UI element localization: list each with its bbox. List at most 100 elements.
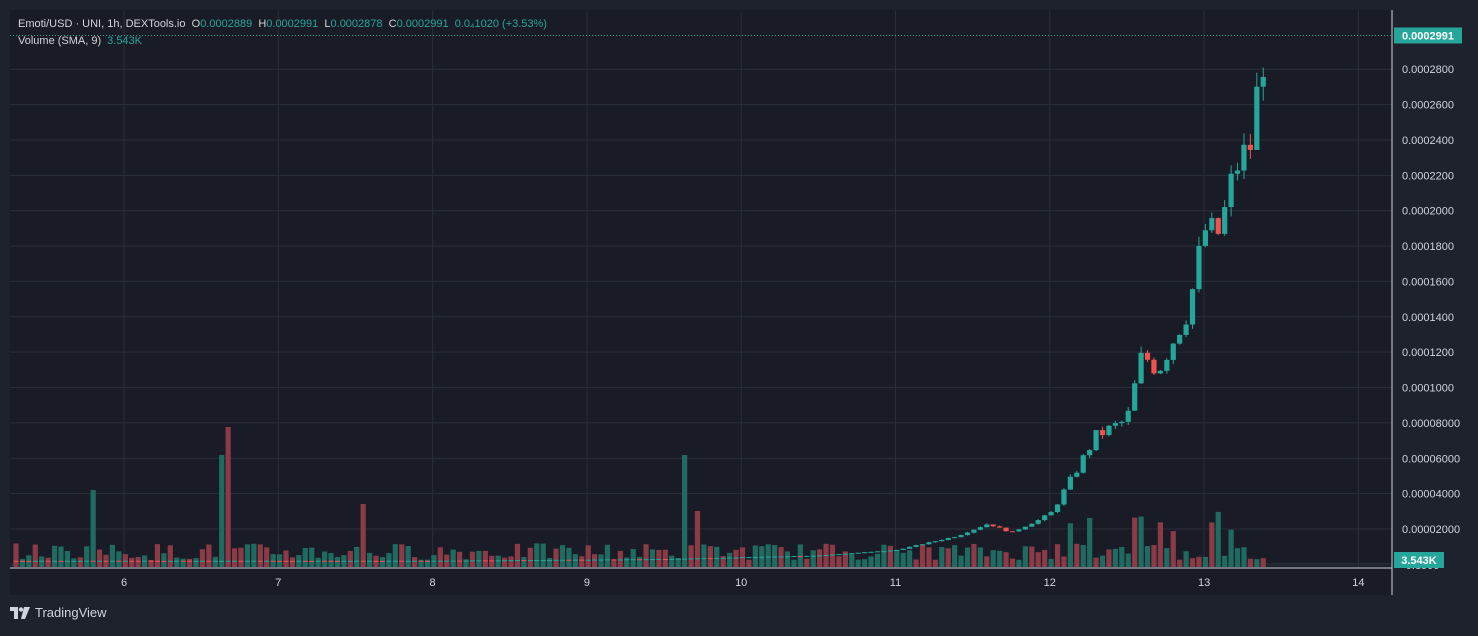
candle-body bbox=[887, 550, 893, 552]
candle-body bbox=[707, 558, 713, 560]
candle-body bbox=[238, 560, 244, 562]
candle-body bbox=[212, 560, 218, 562]
candle-body bbox=[874, 551, 881, 553]
volume-bar bbox=[1080, 544, 1086, 567]
candle-body bbox=[829, 554, 836, 556]
candle-body bbox=[720, 557, 726, 559]
volume-bar bbox=[302, 548, 308, 567]
volume-bar bbox=[1093, 557, 1099, 567]
candle-body bbox=[997, 526, 1003, 528]
candle-body bbox=[842, 553, 848, 555]
candles bbox=[13, 67, 1266, 562]
candle-body bbox=[1202, 230, 1208, 246]
tradingview-brand[interactable]: TradingView bbox=[10, 605, 107, 620]
volume-bar bbox=[894, 550, 900, 567]
volume-bar bbox=[1241, 547, 1247, 567]
volume-bar bbox=[379, 557, 386, 567]
volume-bar bbox=[1029, 546, 1035, 567]
volume-bar bbox=[874, 553, 881, 567]
volume-bar bbox=[547, 558, 553, 567]
price-axis[interactable]: 0.0002800 0.0002600 0.0002400 0.0002200 0.00… bbox=[1402, 64, 1460, 572]
candle-body bbox=[90, 560, 96, 562]
candle-body bbox=[135, 560, 141, 562]
candle-body bbox=[733, 557, 739, 559]
close-label: C bbox=[388, 18, 397, 30]
price-tick-label: 0.00004000 bbox=[1402, 489, 1460, 501]
volume-bar bbox=[707, 546, 713, 567]
candle-body bbox=[1247, 144, 1253, 150]
high-value: 0.0002991 bbox=[266, 18, 319, 30]
candle-body bbox=[379, 560, 386, 562]
candle-body bbox=[64, 560, 71, 562]
volume-bar bbox=[328, 552, 334, 567]
volume-bar bbox=[212, 556, 218, 567]
volume-bar bbox=[418, 559, 424, 567]
candle-body bbox=[373, 560, 379, 562]
volume-bar bbox=[611, 559, 617, 567]
volume-bar bbox=[109, 544, 116, 567]
candle-body bbox=[553, 559, 559, 561]
brand-label: TradingView bbox=[35, 605, 107, 620]
volume-bar bbox=[907, 550, 913, 567]
volume-bar bbox=[347, 550, 353, 567]
time-tick-label: 10 bbox=[735, 577, 747, 589]
candle-body bbox=[270, 560, 276, 562]
candle-body bbox=[405, 560, 411, 562]
volume-bar bbox=[1132, 517, 1138, 567]
volume-bar bbox=[386, 553, 392, 567]
candle-body bbox=[328, 560, 334, 562]
open-value: 0.0002889 bbox=[200, 18, 253, 30]
candle-body bbox=[1228, 173, 1234, 208]
candle-body bbox=[1029, 523, 1035, 527]
volume-bar bbox=[887, 545, 893, 567]
candle-body bbox=[817, 555, 823, 557]
volume-bar bbox=[457, 551, 463, 567]
volume-bar bbox=[469, 551, 476, 567]
time-tick-label: 6 bbox=[121, 577, 127, 589]
volume-bar bbox=[405, 546, 411, 567]
high-label: H bbox=[258, 18, 267, 30]
candle-body bbox=[321, 560, 328, 562]
candle-body bbox=[1222, 207, 1228, 234]
volume-bar bbox=[1119, 547, 1125, 567]
candle-body bbox=[900, 548, 906, 550]
symbol-label[interactable]: Emoti/USD · UNI, 1h, DEXTools.io bbox=[18, 18, 186, 30]
close-value: 0.0002991 bbox=[396, 18, 449, 30]
candle-body bbox=[334, 560, 341, 562]
volume-bar bbox=[701, 544, 707, 567]
volume-label[interactable]: Volume (SMA, 9) bbox=[18, 35, 102, 47]
volume-bar bbox=[1228, 529, 1234, 567]
change-value: 0.0₄1020 (+3.53%) bbox=[454, 18, 547, 30]
price-tick-label: 0.0002000 bbox=[1402, 206, 1454, 218]
volume-bar bbox=[482, 550, 488, 567]
candle-body bbox=[109, 560, 116, 562]
plot-area[interactable] bbox=[10, 10, 1392, 595]
volume-bar bbox=[579, 556, 585, 567]
volume-bar bbox=[276, 554, 283, 567]
candle-body bbox=[804, 555, 810, 557]
volume-bar bbox=[1196, 556, 1202, 567]
candle-body bbox=[489, 560, 495, 562]
volume-bar bbox=[534, 543, 540, 567]
volume-bar bbox=[1099, 555, 1106, 567]
volume-bar bbox=[630, 548, 636, 567]
volume-bar bbox=[784, 551, 791, 567]
volume-bar bbox=[656, 549, 662, 567]
volume-bar bbox=[174, 557, 180, 567]
candle-body bbox=[907, 546, 913, 549]
volume-bar bbox=[231, 548, 238, 567]
volume-bar bbox=[939, 547, 945, 567]
volume-bar bbox=[662, 549, 668, 567]
open-label: O bbox=[191, 18, 201, 30]
candle-body bbox=[77, 560, 83, 562]
volume-bar bbox=[1022, 546, 1028, 567]
time-axis[interactable]: 6 7 8 9 10 11 12 13 14 bbox=[121, 577, 1365, 589]
volume-bar bbox=[366, 552, 373, 567]
candle-body bbox=[13, 560, 19, 562]
volume-bar bbox=[135, 556, 141, 567]
candle-body bbox=[283, 560, 289, 562]
candle-body bbox=[572, 559, 578, 561]
candle-body bbox=[174, 560, 180, 562]
volume-bar bbox=[1215, 511, 1221, 567]
